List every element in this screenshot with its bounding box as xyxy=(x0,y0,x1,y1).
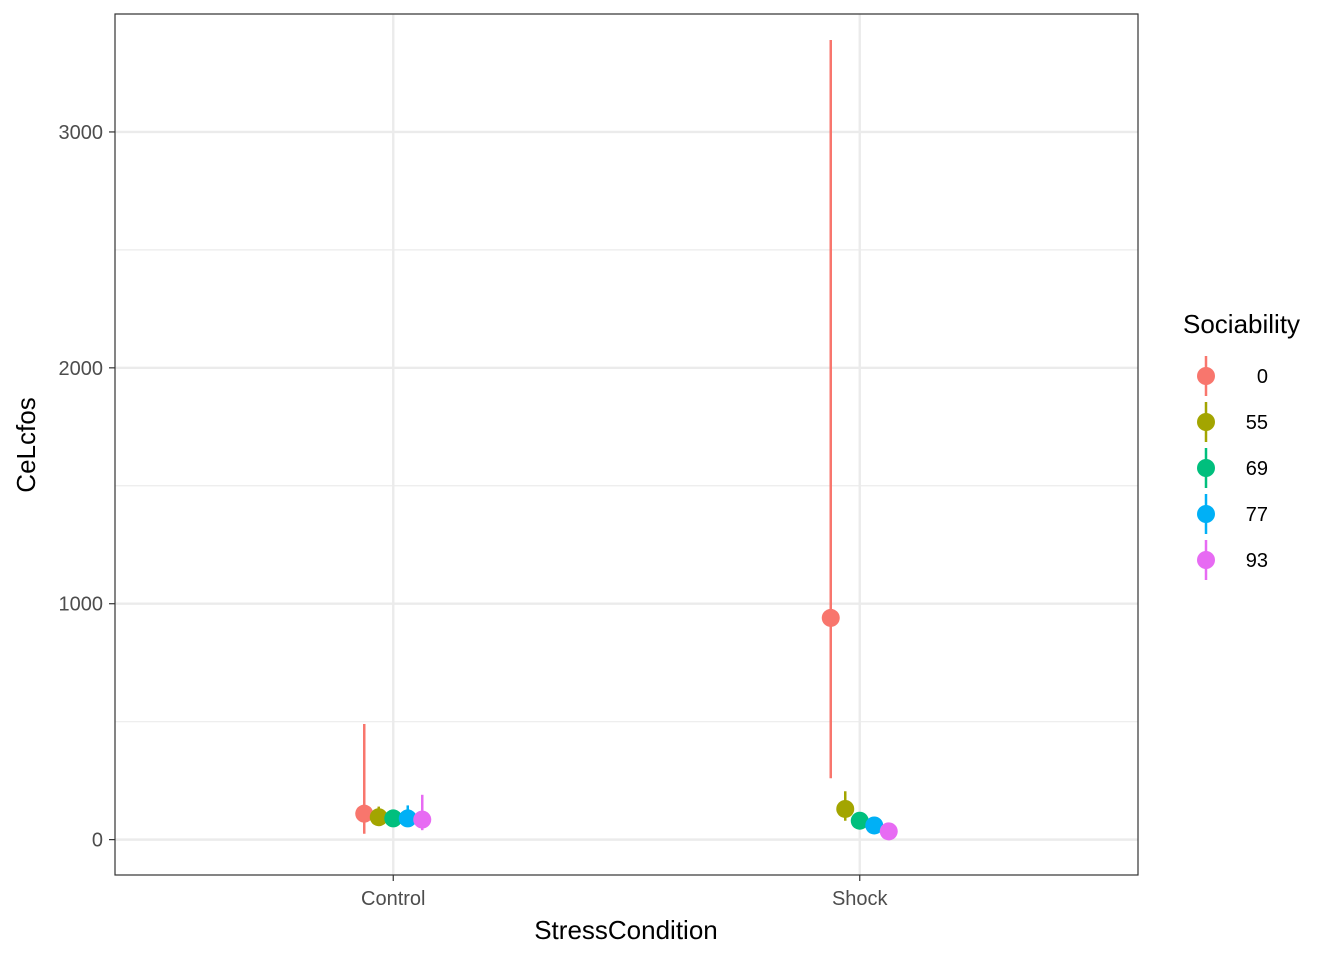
series-55 xyxy=(369,791,855,827)
y-tick-label: 2000 xyxy=(59,358,104,380)
y-tick-label: 1000 xyxy=(59,594,104,616)
legend-key-point xyxy=(1197,551,1215,569)
data-point xyxy=(384,809,403,828)
data-point xyxy=(879,822,898,841)
data-point xyxy=(821,608,840,627)
legend-item-69: 69 xyxy=(1197,448,1268,488)
series-69 xyxy=(384,809,869,830)
data-point xyxy=(398,809,417,828)
legend-key-point xyxy=(1197,459,1215,477)
series-0 xyxy=(355,39,840,834)
legend-label: 55 xyxy=(1246,412,1268,434)
legend-label: 0 xyxy=(1257,366,1268,388)
legend-label: 93 xyxy=(1246,550,1268,572)
legend-title: Sociability xyxy=(1183,309,1300,339)
legend-item-0: 0 xyxy=(1197,356,1268,396)
legend-item-77: 77 xyxy=(1197,494,1268,534)
legend-key-point xyxy=(1197,505,1215,523)
x-axis: Control Shock xyxy=(361,875,889,910)
y-axis-title: CeLcfos xyxy=(11,397,41,492)
legend-item-55: 55 xyxy=(1197,402,1268,442)
grid xyxy=(115,13,1138,875)
data-point xyxy=(865,816,884,835)
y-tick-label: 0 xyxy=(92,830,103,852)
y-axis: 0 1000 2000 3000 xyxy=(59,122,115,852)
data-point xyxy=(836,799,855,818)
legend-item-93: 93 xyxy=(1197,540,1268,580)
x-tick-label: Control xyxy=(361,888,425,910)
plot-marks xyxy=(355,39,898,841)
legend: Sociability 0 55 69 77 93 xyxy=(1183,309,1300,580)
legend-label: 69 xyxy=(1246,458,1268,480)
series-77 xyxy=(398,805,884,835)
series-93 xyxy=(413,794,898,841)
plot-border xyxy=(114,13,1139,876)
data-point xyxy=(369,808,388,827)
data-point xyxy=(413,810,432,829)
legend-key-point xyxy=(1197,413,1215,431)
x-axis-title: StressCondition xyxy=(534,915,718,945)
x-tick-label: Shock xyxy=(832,888,889,910)
legend-key-point xyxy=(1197,367,1215,385)
legend-label: 77 xyxy=(1246,504,1268,526)
data-point xyxy=(355,804,374,823)
y-tick-label: 3000 xyxy=(59,122,104,144)
data-point xyxy=(850,811,869,830)
